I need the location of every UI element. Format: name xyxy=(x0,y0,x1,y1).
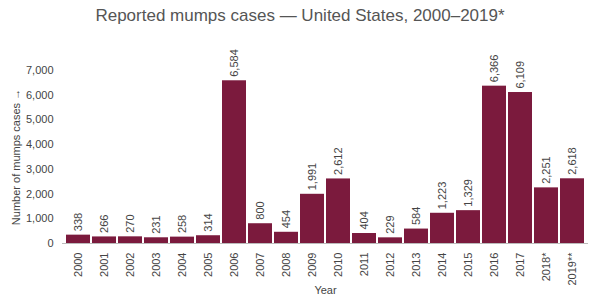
svg-text:314: 314 xyxy=(202,213,214,231)
svg-text:2012: 2012 xyxy=(384,253,396,277)
svg-text:231: 231 xyxy=(150,215,162,233)
svg-text:1,000: 1,000 xyxy=(26,212,54,224)
svg-text:2008: 2008 xyxy=(280,253,292,277)
html-text:Reported mumps cases — United: Reported mumps cases — United States, 20… xyxy=(95,6,505,25)
svg-text:6,109: 6,109 xyxy=(514,61,526,89)
svg-text:6,000: 6,000 xyxy=(26,89,54,101)
svg-text:Number of mumps cases →: Number of mumps cases → xyxy=(10,89,22,225)
svg-text:2010: 2010 xyxy=(332,253,344,277)
svg-text:1,223: 1,223 xyxy=(436,182,448,210)
svg-text:1,329: 1,329 xyxy=(462,179,474,207)
svg-text:584: 584 xyxy=(410,207,422,225)
svg-text:6,366: 6,366 xyxy=(488,55,500,83)
svg-text:5,000: 5,000 xyxy=(26,113,54,125)
svg-text:3,000: 3,000 xyxy=(26,163,54,175)
svg-text:2004: 2004 xyxy=(176,253,188,277)
svg-text:4,000: 4,000 xyxy=(26,138,54,150)
svg-text:0: 0 xyxy=(47,237,53,249)
svg-text:2009: 2009 xyxy=(306,253,318,277)
svg-text:2,000: 2,000 xyxy=(26,188,54,200)
svg-text:2019**: 2019** xyxy=(566,252,578,286)
svg-text:2000: 2000 xyxy=(72,253,84,277)
svg-text:338: 338 xyxy=(72,213,84,231)
svg-text:2003: 2003 xyxy=(150,253,162,277)
svg-text:266: 266 xyxy=(98,215,110,233)
svg-text:2002: 2002 xyxy=(124,253,136,277)
svg-text:800: 800 xyxy=(254,201,266,219)
svg-text:2,251: 2,251 xyxy=(540,156,552,184)
svg-text:2013: 2013 xyxy=(410,253,422,277)
svg-text:2,612: 2,612 xyxy=(332,147,344,175)
svg-text:2017: 2017 xyxy=(514,253,526,277)
svg-text:2006: 2006 xyxy=(228,253,240,277)
svg-text:404: 404 xyxy=(358,211,370,229)
svg-text:6,584: 6,584 xyxy=(228,49,240,77)
svg-text:7,000: 7,000 xyxy=(26,64,54,76)
svg-text:2007: 2007 xyxy=(254,253,266,277)
svg-text:454: 454 xyxy=(280,210,292,228)
svg-text:2014: 2014 xyxy=(436,253,448,277)
svg-text:2016: 2016 xyxy=(488,253,500,277)
svg-text:2011: 2011 xyxy=(358,253,370,277)
svg-text:229: 229 xyxy=(384,215,396,233)
svg-text:270: 270 xyxy=(124,214,136,232)
svg-text:2018*: 2018* xyxy=(540,252,552,281)
svg-text:258: 258 xyxy=(176,215,188,233)
svg-text:2001: 2001 xyxy=(98,253,110,277)
svg-text:1,991: 1,991 xyxy=(306,163,318,191)
svg-text:2015: 2015 xyxy=(462,253,474,277)
svg-text:2,618: 2,618 xyxy=(566,147,578,175)
svg-text:Year: Year xyxy=(314,284,337,296)
svg-text:2005: 2005 xyxy=(202,253,214,277)
